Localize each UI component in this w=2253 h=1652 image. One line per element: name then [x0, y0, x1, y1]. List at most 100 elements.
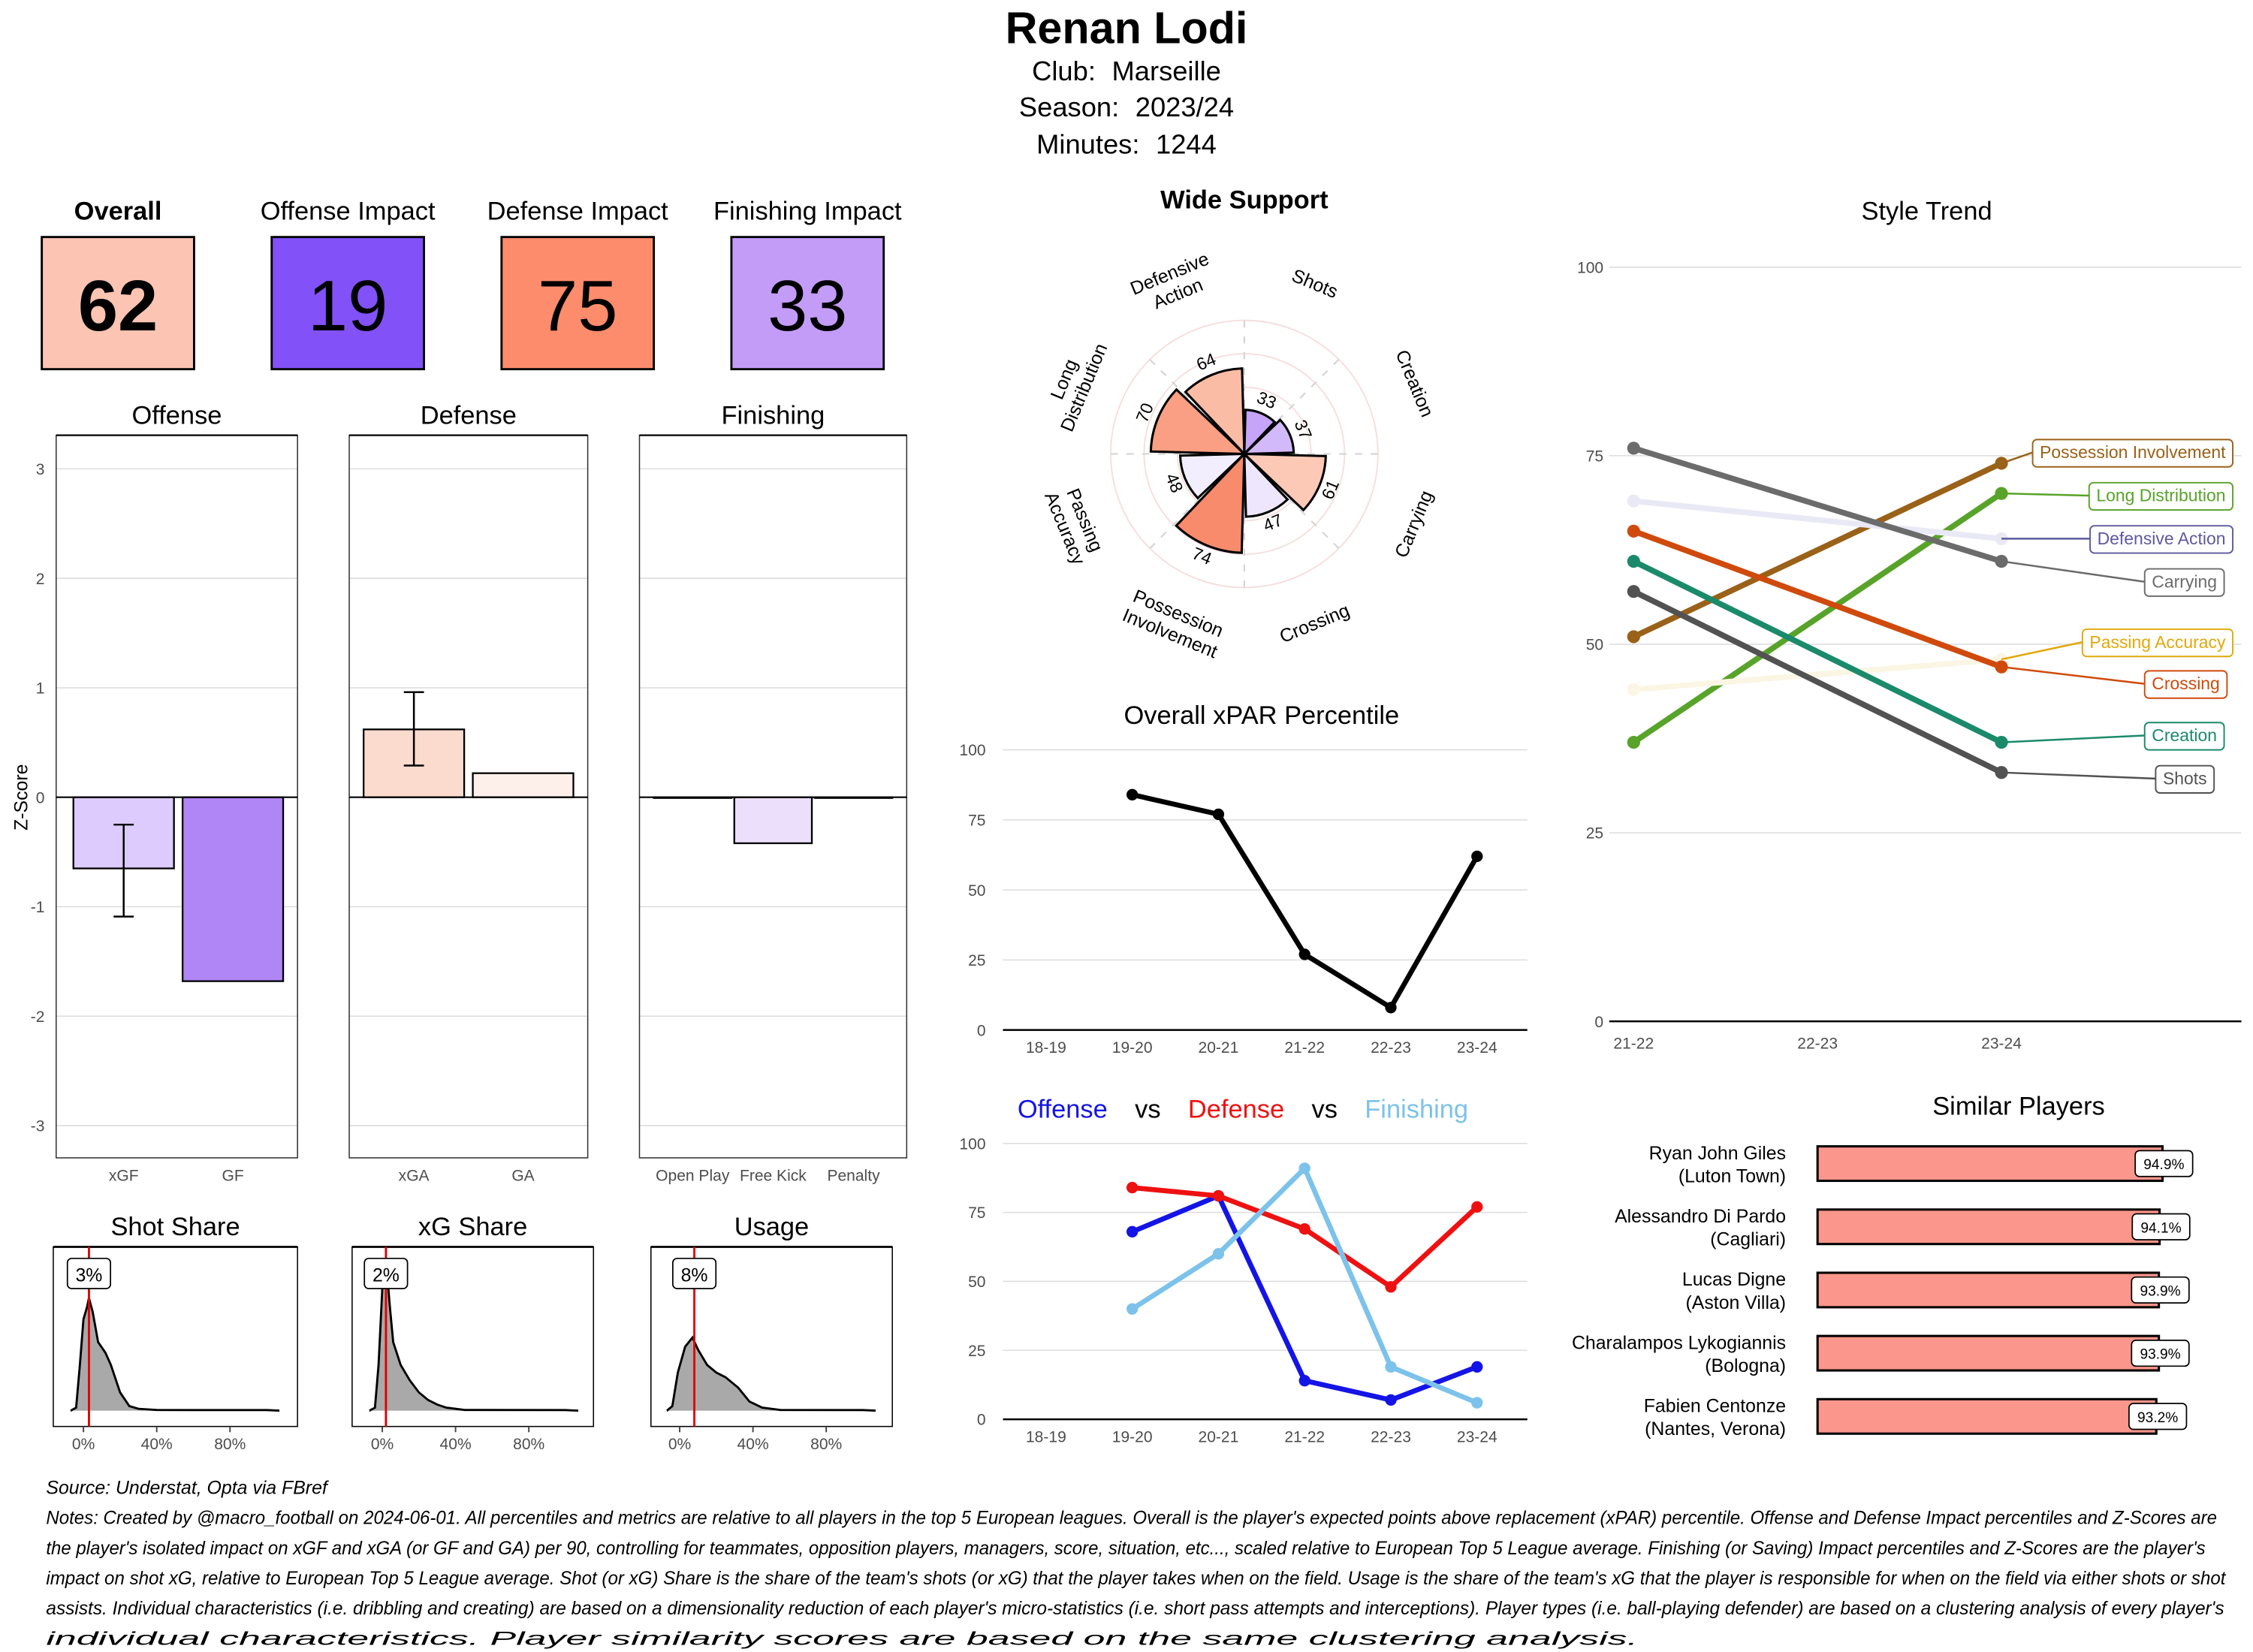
y-tick-label: 0	[1594, 1014, 1603, 1031]
error-bar	[113, 823, 134, 918]
series-shots: Shots	[1627, 585, 2215, 794]
distribution-xg-share: xG Share 2% 0% 40% 80%	[351, 1213, 595, 1453]
similarity-label-box	[2131, 1340, 2190, 1367]
category-label: Creation	[1392, 347, 1438, 421]
x-tick-label: 0%	[371, 1436, 394, 1453]
y-tick-label: 50	[1586, 637, 1603, 654]
x-tick-label: Free Kick	[740, 1168, 807, 1185]
similarity-label-box	[2131, 1276, 2190, 1304]
x-tick-label: 0%	[668, 1436, 691, 1453]
spoke	[1144, 453, 1245, 554]
x-tick-label: 23-24	[1981, 1036, 2022, 1053]
label-connector	[2001, 560, 2145, 583]
tile-offense-impact: Offense Impact 19	[261, 197, 436, 371]
series-label: Passing Accuracy	[2089, 632, 2226, 652]
season-line: Season: 2023/24	[1019, 92, 1234, 122]
data-point	[1627, 735, 1640, 749]
series-label: Carrying	[2152, 571, 2217, 591]
x-tick-label: 21-22	[1284, 1039, 1325, 1057]
label-connector	[2001, 734, 2145, 743]
similarity-value: 93.9%	[2140, 1347, 2180, 1363]
series-line	[1632, 460, 2003, 640]
series-line	[1132, 1185, 1479, 1290]
series-label-box	[2143, 670, 2228, 699]
y-axis-label: Z-Score	[11, 764, 32, 831]
similarity-value: 93.9%	[2140, 1284, 2180, 1300]
x-tick-label: 20-21	[1199, 1429, 1239, 1446]
segment-carrying	[1241, 452, 1327, 512]
data-point	[1627, 524, 1640, 538]
x-tick-label: 22-23	[1797, 1036, 1838, 1053]
series-defense	[1126, 1181, 1483, 1293]
data-point	[1298, 1375, 1310, 1387]
minutes-label: Minutes:	[1036, 129, 1139, 160]
spoke	[1244, 453, 1344, 554]
data-point	[1212, 1248, 1225, 1260]
x-tick-label: 80%	[214, 1436, 246, 1453]
x-tick-label: 23-24	[1457, 1039, 1497, 1057]
data-point	[1471, 1361, 1483, 1373]
label-connector	[2001, 641, 2083, 661]
y-tick-label: 2	[36, 571, 45, 588]
panel-title: Offense	[132, 401, 222, 430]
series-defensive-action: Defensive Action	[1627, 494, 2233, 554]
segment-long-distribution	[1149, 387, 1247, 456]
series-line	[1632, 589, 2003, 776]
player-name: Fabien Centonze	[1644, 1396, 1786, 1417]
data-point	[1385, 1002, 1397, 1014]
y-tick-label: -2	[31, 1008, 45, 1026]
player-club: (Nantes, Verona)	[1645, 1418, 1786, 1439]
minutes-value: 1244	[1156, 129, 1217, 160]
tile-value: 19	[308, 266, 388, 346]
x-tick-label: xGA	[399, 1168, 430, 1185]
x-tick-label: Open Play	[656, 1168, 730, 1185]
density-line	[369, 1258, 579, 1412]
player-club: (Cagliari)	[1710, 1229, 1786, 1250]
series-label: Defensive Action	[2098, 529, 2226, 548]
error-bar	[403, 691, 424, 767]
player-club: (Aston Villa)	[1686, 1292, 1787, 1313]
panel-title: Shot Share	[110, 1213, 240, 1241]
similar-player-row: 93.2% Fabien Centonze(Nantes, Verona)	[1644, 1396, 2188, 1439]
series-line	[1633, 656, 2002, 693]
tile-label: Defense Impact	[487, 197, 669, 226]
source-note: Source: Understat, Opta via FBref	[46, 1478, 330, 1499]
similarity-bar	[1816, 1145, 2164, 1183]
x-tick-label: 22-23	[1371, 1429, 1411, 1446]
x-tick-label: 18-19	[1026, 1429, 1066, 1446]
category-label-line: Creation	[1392, 347, 1438, 421]
series-crossing: Crossing	[1627, 524, 2228, 699]
tile-box	[270, 236, 425, 371]
similarity-label-box	[2131, 1213, 2191, 1241]
header: Renan Lodi Club: Marseille Season: 2023/…	[1006, 2, 1248, 159]
x-tick-label: GF	[222, 1168, 243, 1185]
y-tick-label: 0	[36, 789, 45, 806]
distribution-usage: Usage 8% 0% 40% 80%	[650, 1213, 893, 1453]
notes-line: assists. Individual characteristics (i.e…	[46, 1598, 2224, 1619]
x-tick-label: 20-21	[1199, 1039, 1239, 1057]
chart-title: Similar Players	[1932, 1093, 2105, 1121]
y-tick-label: 75	[968, 812, 985, 830]
label-connector	[2001, 771, 2156, 780]
data-point	[1126, 1225, 1139, 1237]
x-tick-label: 80%	[513, 1436, 544, 1453]
y-tick-label: 50	[968, 882, 985, 900]
value-label-box	[672, 1257, 717, 1289]
segment-defensive-action	[1184, 367, 1246, 457]
series-label-box	[2088, 481, 2234, 511]
panel-title: Usage	[734, 1213, 810, 1241]
data-point	[1385, 1394, 1397, 1406]
x-tick-label: 23-24	[1457, 1429, 1497, 1446]
y-tick-label: 50	[968, 1274, 985, 1291]
similarity-bar	[1816, 1208, 2161, 1246]
chart-title: Overall xPAR Percentile	[1123, 701, 1399, 730]
tile-finishing-impact: Finishing Impact 33	[713, 197, 902, 371]
series-passing-accuracy: Passing Accuracy	[1627, 628, 2233, 696]
similarity-value: 94.1%	[2140, 1220, 2181, 1236]
player-name: Charalampos Lykogiannis	[1572, 1332, 1786, 1353]
series-line	[1632, 528, 2003, 670]
series-label: Possession Involvement	[2040, 442, 2226, 462]
data-point	[1471, 850, 1483, 863]
category-label: PassingAccuracy	[1040, 481, 1109, 568]
